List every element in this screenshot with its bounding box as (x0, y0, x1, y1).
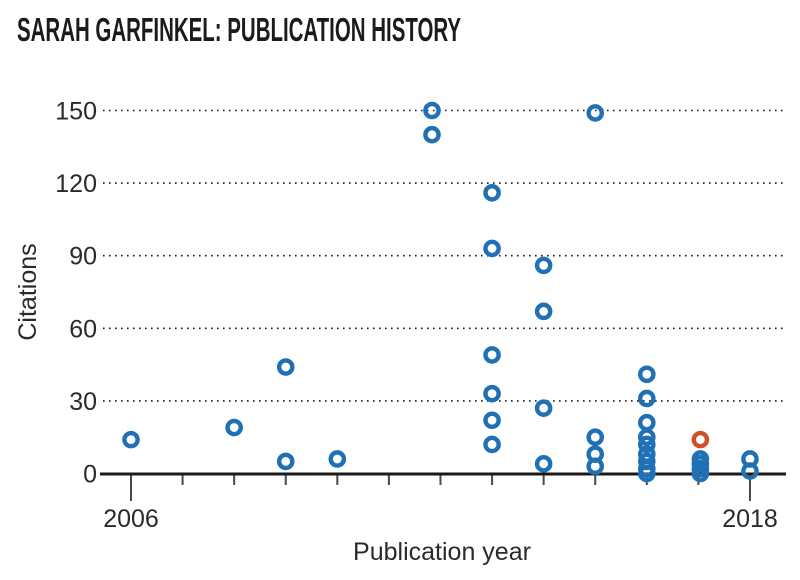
data-point (483, 411, 501, 430)
data-point (638, 365, 656, 384)
data-point (423, 101, 441, 120)
y-axis-tick-labels: 0 30 60 90 120 150 (55, 98, 97, 489)
data-points (122, 101, 759, 483)
data-point (534, 302, 553, 321)
chart-title: SARAH GARFINKEL: PUBLICATION HISTORY (17, 11, 462, 48)
data-point (483, 435, 501, 454)
x-tick-label-2018: 2018 (722, 505, 778, 533)
data-point (741, 462, 759, 480)
data-point (225, 418, 243, 437)
data-point (638, 464, 656, 483)
data-point (483, 384, 501, 403)
x-axis-title: Publication year (353, 538, 531, 566)
data-point (586, 428, 605, 447)
data-point (534, 256, 553, 275)
y-tick-label-150: 150 (55, 98, 97, 126)
y-tick-label-0: 0 (83, 461, 97, 489)
x-axis-ticks (130, 474, 751, 501)
y-axis-title: Citations (14, 243, 42, 340)
x-tick-label-2006: 2006 (103, 505, 159, 533)
y-tick-label-30: 30 (69, 388, 97, 416)
data-point (276, 358, 295, 376)
data-point (586, 457, 605, 476)
data-point (586, 104, 605, 122)
data-point (483, 183, 501, 202)
data-point (423, 125, 441, 144)
y-tick-label-90: 90 (69, 243, 97, 271)
data-point (638, 428, 656, 447)
highlighted-data-point (691, 430, 710, 449)
data-point (638, 389, 656, 408)
gridlines (103, 109, 786, 402)
data-point (328, 450, 347, 468)
data-point (483, 239, 501, 258)
data-point (638, 435, 656, 454)
y-tick-label-60: 60 (69, 315, 97, 343)
data-point (483, 346, 501, 364)
data-point (534, 399, 553, 417)
data-point (691, 464, 710, 483)
data-point (534, 455, 553, 473)
y-tick-label-120: 120 (55, 170, 97, 198)
data-point (122, 430, 140, 449)
data-point (638, 413, 656, 432)
data-point (276, 452, 295, 471)
